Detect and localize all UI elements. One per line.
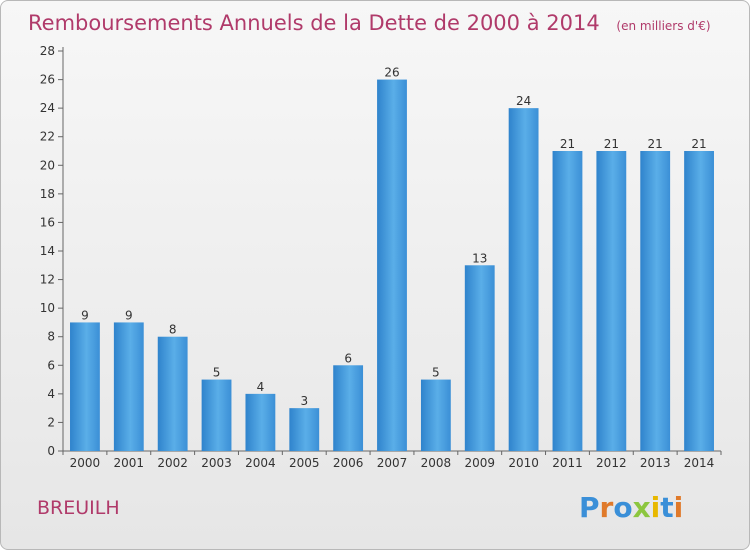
chart-title: Remboursements Annuels de la Dette de 20… (28, 11, 711, 35)
bar-value-label: 6 (344, 351, 352, 365)
x-tick-label: 2010 (508, 456, 539, 470)
x-tick-label: 2008 (421, 456, 452, 470)
bar (508, 108, 539, 452)
y-tick-label: 20 (40, 158, 55, 172)
bar-value-label: 9 (81, 308, 89, 322)
y-tick-label: 22 (40, 130, 55, 144)
bar-value-label: 24 (516, 94, 531, 108)
bar-value-label: 21 (604, 137, 619, 151)
x-tick-label: 2002 (157, 456, 188, 470)
x-tick-label: 2001 (114, 456, 145, 470)
y-tick-label: 24 (40, 101, 55, 115)
x-axis: 2000 2001 2002 2003 2004 2005 2006 2007 2008 2009… (62, 450, 722, 470)
y-tick-label: 4 (47, 387, 55, 401)
bar-value-label: 4 (257, 380, 265, 394)
location-label: BREUILH (37, 497, 120, 519)
y-tick-label: 12 (40, 273, 55, 287)
x-tick-label: 2003 (201, 456, 232, 470)
bar (333, 365, 364, 451)
y-tick-label: 0 (47, 444, 55, 458)
x-tick-label: 2004 (245, 456, 276, 470)
bar (596, 151, 627, 451)
bar (201, 379, 232, 451)
bar (70, 322, 100, 451)
bar-value-label: 21 (691, 137, 706, 151)
proxiti-logo[interactable]: Proxiti (579, 491, 683, 524)
bar (464, 265, 495, 451)
y-tick-label: 28 (40, 44, 55, 58)
bars: 9 9 8 5 4 3 6 26 5 13 24 21 21 21 21 (70, 66, 714, 452)
bar (113, 322, 144, 451)
x-tick-label: 2009 (464, 456, 495, 470)
bar (377, 79, 407, 452)
y-tick-label: 6 (47, 358, 55, 372)
bar-value-label: 5 (432, 366, 440, 380)
bar (640, 151, 671, 451)
bar (684, 151, 714, 451)
x-tick-label: 2006 (333, 456, 364, 470)
bar (245, 393, 276, 451)
x-tick-label: 2012 (596, 456, 627, 470)
y-tick-label: 26 (40, 73, 55, 87)
x-tick-label: 2007 (377, 456, 408, 470)
bar (420, 379, 451, 451)
x-tick-label: 2005 (289, 456, 320, 470)
y-tick-label: 16 (40, 215, 55, 229)
x-tick-label: 2011 (552, 456, 583, 470)
bar (157, 336, 188, 451)
bar-value-label: 3 (300, 394, 308, 408)
x-tick-label: 2014 (684, 456, 715, 470)
bar-value-label: 13 (472, 251, 487, 265)
bar-value-label: 9 (125, 308, 133, 322)
bar-value-label: 21 (648, 137, 663, 151)
bar (552, 151, 583, 451)
x-tick-label: 2000 (70, 456, 101, 470)
y-tick-label: 10 (40, 301, 55, 315)
y-tick-label: 2 (47, 415, 55, 429)
bar-value-label: 26 (384, 66, 399, 80)
bar-value-label: 21 (560, 137, 575, 151)
bar-value-label: 8 (169, 323, 177, 337)
x-tick-label: 2013 (640, 456, 671, 470)
y-tick-label: 8 (47, 330, 55, 344)
bar-value-label: 5 (213, 366, 221, 380)
y-tick-label: 14 (40, 244, 55, 258)
bar (289, 408, 320, 451)
chart-subtitle: (en milliers d'€) (616, 19, 710, 33)
y-tick-label: 18 (40, 187, 55, 201)
